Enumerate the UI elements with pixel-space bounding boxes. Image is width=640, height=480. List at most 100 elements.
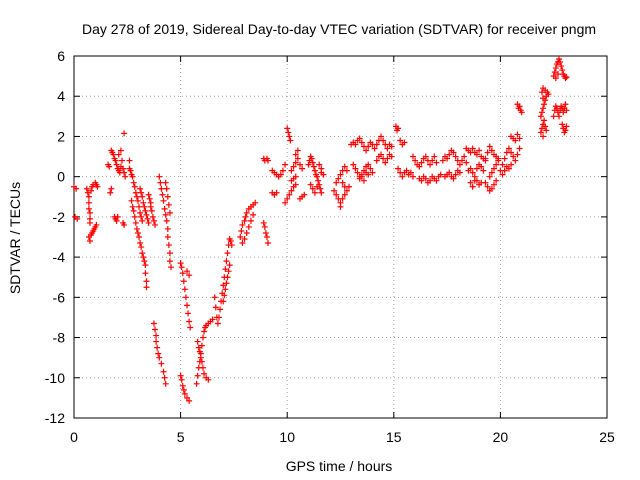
data-point: [512, 157, 519, 164]
data-point: [556, 113, 563, 120]
data-point: [106, 163, 113, 170]
data-point: [134, 229, 141, 236]
data-point: [444, 155, 451, 162]
data-point: [427, 177, 434, 184]
data-point: [164, 225, 171, 232]
data-point: [194, 338, 201, 345]
data-point: [356, 135, 363, 142]
data-point: [292, 151, 299, 158]
data-point: [373, 141, 380, 148]
x-tick-label: 0: [70, 429, 78, 445]
data-point: [495, 155, 502, 162]
data-point: [540, 105, 547, 112]
data-point: [287, 137, 294, 144]
data-point: [290, 163, 297, 170]
data-point: [514, 131, 521, 138]
data-point: [471, 177, 478, 184]
data-point: [409, 153, 416, 160]
data-point: [154, 344, 161, 351]
data-point: [201, 328, 208, 335]
data-point: [541, 117, 548, 124]
data-point: [296, 161, 303, 168]
data-point: [431, 153, 438, 160]
data-point: [282, 199, 289, 206]
data-point: [221, 292, 228, 299]
data-point: [552, 65, 559, 72]
data-point: [114, 213, 121, 220]
data-point: [113, 217, 120, 224]
data-point: [488, 185, 495, 192]
data-point: [85, 205, 92, 212]
data-point: [373, 157, 380, 164]
data-point: [182, 294, 189, 301]
data-point: [403, 167, 410, 174]
data-point: [131, 213, 138, 220]
data-point: [215, 314, 222, 321]
data-point: [314, 183, 321, 190]
data-point: [150, 320, 157, 327]
data-point: [409, 173, 416, 180]
data-point: [197, 354, 204, 361]
data-point: [205, 376, 212, 383]
data-point: [209, 316, 216, 323]
data-point: [365, 161, 372, 168]
data-point: [88, 187, 95, 194]
data-point: [467, 179, 474, 186]
data-point: [508, 149, 515, 156]
data-point: [139, 193, 146, 200]
data-point: [333, 191, 340, 198]
data-point: [286, 191, 293, 198]
data-point: [456, 169, 463, 176]
data-point: [193, 380, 200, 387]
data-point: [380, 137, 387, 144]
data-point: [543, 127, 550, 134]
data-point: [162, 380, 169, 387]
data-point: [84, 189, 91, 196]
data-point: [320, 171, 327, 178]
data-point: [367, 165, 374, 172]
data-point: [241, 217, 248, 224]
data-point: [178, 264, 185, 271]
data-point: [418, 159, 425, 166]
data-point: [143, 278, 150, 285]
data-point: [467, 165, 474, 172]
data-point: [198, 358, 205, 365]
data-point: [469, 145, 476, 152]
data-point: [482, 179, 489, 186]
data-point: [152, 221, 159, 228]
data-point: [217, 306, 224, 313]
data-point: [308, 155, 315, 162]
data-point: [160, 197, 167, 204]
data-point: [382, 159, 389, 166]
data-point: [563, 74, 570, 81]
data-points: [71, 56, 570, 404]
data-point: [142, 207, 149, 214]
data-point: [484, 149, 491, 156]
data-point: [121, 169, 128, 176]
data-point: [85, 199, 92, 206]
data-point: [153, 338, 160, 345]
data-point: [545, 91, 552, 98]
data-point: [341, 191, 348, 198]
data-point: [446, 151, 453, 158]
data-point: [339, 195, 346, 202]
data-point: [292, 181, 299, 188]
data-point: [508, 161, 515, 168]
y-tick-label: 2: [57, 128, 65, 144]
data-point: [482, 155, 489, 162]
data-point: [315, 177, 322, 184]
data-point: [94, 183, 101, 190]
data-point: [285, 129, 292, 136]
data-point: [199, 334, 206, 341]
data-point: [384, 145, 391, 152]
data-point: [284, 195, 291, 202]
data-point: [305, 161, 312, 168]
data-point: [86, 209, 93, 216]
data-point: [412, 157, 419, 164]
data-point: [562, 127, 569, 134]
data-point: [179, 382, 186, 389]
data-point: [473, 165, 480, 172]
data-point: [220, 298, 227, 305]
y-tick-label: -6: [53, 289, 66, 305]
data-point: [166, 209, 173, 216]
